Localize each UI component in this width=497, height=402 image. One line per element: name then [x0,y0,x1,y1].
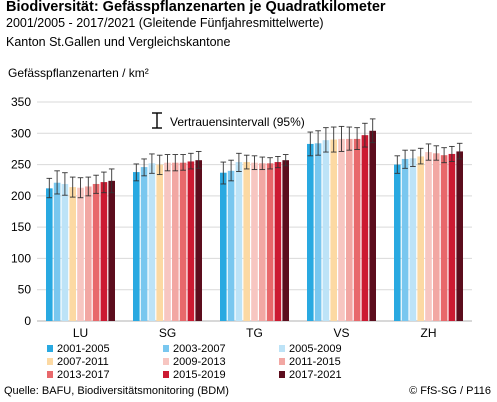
legend-swatch [163,358,169,365]
y-tick-label: 200 [11,189,31,203]
bar [172,162,179,321]
legend-label: 2005-2009 [289,343,342,355]
bar [314,143,322,321]
y-tick-label: 150 [11,220,31,234]
bar [330,139,337,321]
x-tick-label: VS [333,326,349,340]
bar [164,162,171,321]
legend-label: 2017-2021 [289,369,342,381]
y-axis-ticks: 0 50 100 150 200 250 300 350 [11,95,31,328]
bar [69,187,76,321]
bar [227,170,235,321]
bar [282,160,289,321]
legend-swatch [47,358,53,365]
legend-label: 2013-2017 [57,369,110,381]
x-tick-label: SG [159,326,176,340]
x-axis-ticks: LU SG TG VS ZH [73,326,437,340]
bar [409,158,417,321]
bar [440,155,448,321]
bar [100,182,108,321]
bar [401,158,409,321]
bar [338,138,345,321]
bar [433,153,440,321]
legend-swatch [279,371,285,378]
legend-label: 2009-2013 [173,356,226,368]
bar [108,180,115,321]
bar [425,152,432,321]
bar [394,164,401,321]
bar [346,138,353,321]
source-note: Quelle: BAFU, Biodiversitätsmonitoring (… [4,385,229,397]
ci-legend-label: Vertrauensintervall (95%) [170,115,305,129]
legend-swatch [47,371,53,378]
y-axis-label: Gefässpflanzenarten / km² [8,66,149,80]
bar [156,164,163,321]
bar [369,130,376,321]
bar [417,156,424,321]
bar [266,163,274,321]
copyright-note: © FfS-SG / P116 [409,385,491,397]
chart-subtitle: 2001/2005 - 2017/2021 (Gleitende Fünfjah… [6,16,324,30]
bar [133,172,140,321]
chart-subtitle-region: Kanton St.Gallen und Vergleichskantone [6,35,231,49]
y-tick-label: 300 [11,126,31,140]
legend-swatch [47,345,53,352]
legend-label: 2011-2015 [289,356,341,368]
y-tick-label: 350 [11,95,31,109]
bar [322,140,330,321]
bar [61,183,69,321]
legend-label: 2001-2005 [57,343,110,355]
legend-swatch [279,358,285,365]
bar [307,143,314,321]
bar [195,160,202,321]
legend-label: 2003-2007 [173,343,226,355]
chart-title: Biodiversität: Gefässpflanzenarten je Qu… [6,0,386,15]
bar [274,162,282,321]
ci-legend: Vertrauensintervall (95%) [152,112,305,129]
legend-label: 2015-2019 [173,369,226,381]
y-tick-label: 50 [18,283,32,297]
legend-swatch [163,371,169,378]
bar [448,153,456,321]
bar [77,187,84,321]
bar [53,182,61,321]
x-tick-label: TG [246,326,263,340]
bar [179,162,187,321]
legend-label: 2007-2011 [57,356,109,368]
bar [140,167,148,321]
bar [148,163,156,321]
y-tick-label: 0 [24,314,31,328]
bar-series [46,130,463,321]
y-tick-label: 250 [11,158,31,172]
bar [85,186,92,321]
bar [243,162,250,321]
legend-swatch [163,345,169,352]
legend: 2001-2005 2003-2007 2005-2009 2007-2011 2009… [47,343,342,381]
x-tick-label: LU [73,326,88,340]
bar [220,172,227,321]
bar [235,162,243,321]
legend-swatch [279,345,285,352]
bar [187,161,195,321]
bar [251,162,258,321]
bar [46,188,53,321]
bar [456,151,463,321]
bar [361,135,369,321]
confidence-intervals [46,118,463,199]
bar [353,138,361,321]
bar [259,163,266,321]
bar [92,183,100,321]
x-tick-label: ZH [421,326,437,340]
y-tick-label: 100 [11,251,31,265]
